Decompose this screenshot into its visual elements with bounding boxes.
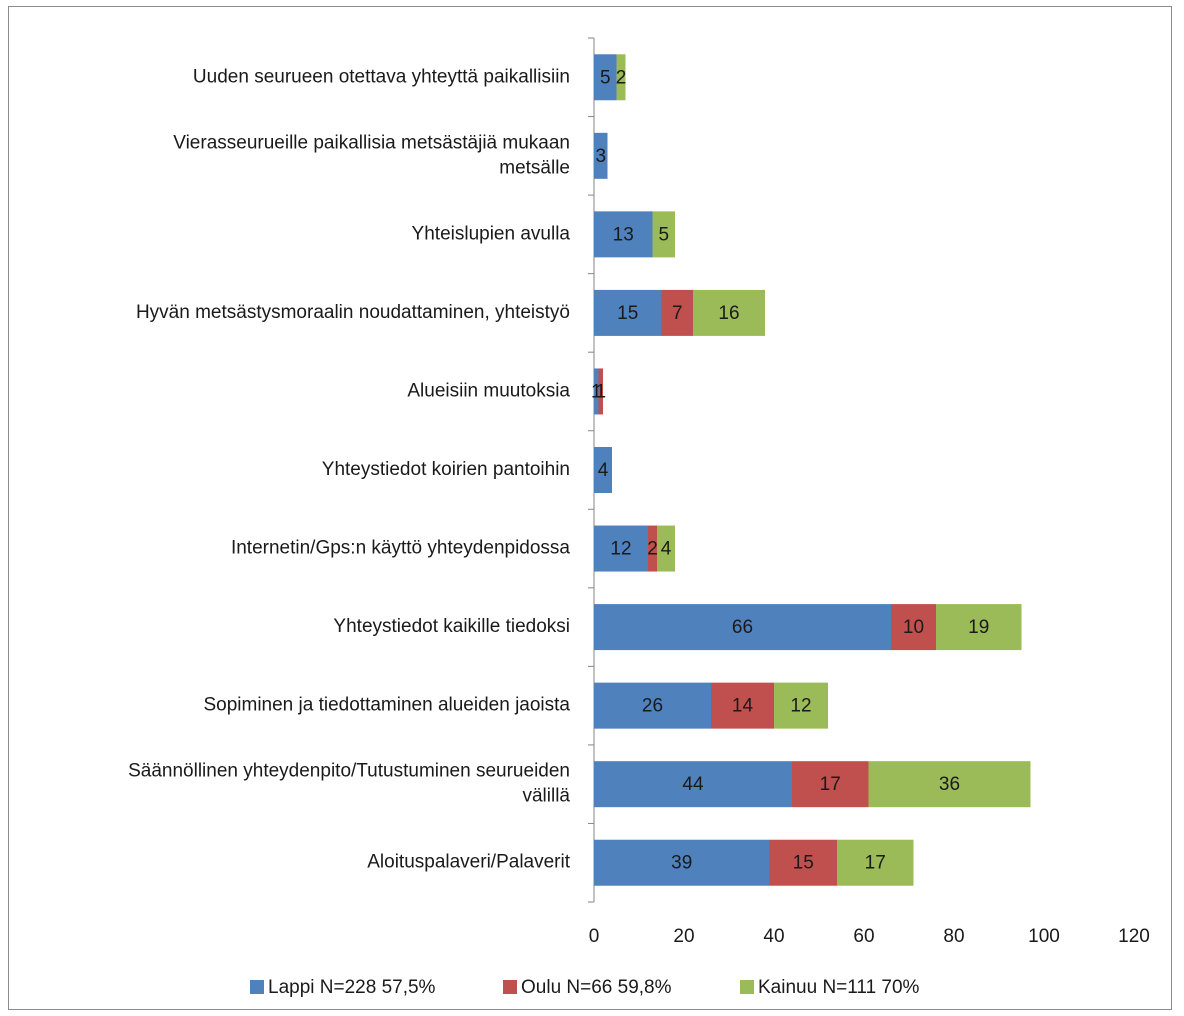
x-tick-label: 40 <box>763 926 784 947</box>
data-label: 12 <box>610 539 631 560</box>
bar-segment-kainuu <box>652 211 675 258</box>
category-label: Yhteystiedot koirien pantoihin <box>322 459 570 480</box>
legend-label: Oulu N=66 59,8% <box>521 977 672 998</box>
legend-swatch-oulu <box>503 980 517 994</box>
category-label: Yhteislupien avulla <box>412 223 571 244</box>
data-label: 12 <box>790 696 811 717</box>
bar-segment-lappi <box>594 604 891 651</box>
legend-swatch-lappi <box>250 980 264 994</box>
data-label: 1 <box>591 381 602 402</box>
data-label: 2 <box>616 67 627 88</box>
category-label: Hyvän metsästysmoraalin noudattaminen, y… <box>136 302 570 323</box>
bar-segment-kainuu <box>616 54 626 101</box>
bar-segment-kainuu <box>868 761 1031 808</box>
category-label: välillä <box>522 786 570 807</box>
category-label: Internetin/Gps:n käyttö yhteydenpidossa <box>231 538 570 559</box>
data-label: 10 <box>903 617 924 638</box>
bar-segment-oulu <box>769 839 837 886</box>
bar-segment-kainuu <box>837 839 914 886</box>
data-label: 7 <box>672 303 683 324</box>
bar-segment-lappi <box>594 289 662 336</box>
bar-segment-lappi <box>594 525 648 572</box>
category-label: Alueisiin muutoksia <box>407 380 570 401</box>
data-label: 14 <box>732 696 754 717</box>
bar-segment-kainuu <box>774 682 828 729</box>
bar-segment-lappi <box>594 211 653 258</box>
legend-label: Lappi N=228 57,5% <box>268 977 436 998</box>
x-tick-label: 20 <box>673 926 694 947</box>
data-label: 17 <box>865 853 886 874</box>
data-label: 3 <box>595 146 606 167</box>
data-label: 4 <box>598 460 609 481</box>
category-label: Vierasseurueille paikallisia metsästäjiä… <box>173 132 570 153</box>
bar-segment-lappi <box>594 54 617 101</box>
data-label: 66 <box>732 617 753 638</box>
bar-segment-oulu <box>711 682 774 729</box>
category-label: metsälle <box>499 157 570 178</box>
data-label: 4 <box>661 539 672 560</box>
x-tick-label: 120 <box>1118 926 1150 947</box>
category-label: Aloituspalaveri/Palaverit <box>367 852 570 873</box>
bar-segment-kainuu <box>936 604 1022 651</box>
bar-segment-kainuu <box>657 525 675 572</box>
data-label: 15 <box>617 303 638 324</box>
bar-segment-lappi <box>594 447 612 493</box>
category-label: Uuden seurueen otettava yhteyttä paikall… <box>193 66 570 87</box>
x-tick-label: 80 <box>943 926 964 947</box>
bar-segment-oulu <box>661 289 693 336</box>
category-label: Säännöllinen yhteydenpito/Tutustuminen s… <box>128 761 570 782</box>
x-tick-label: 60 <box>853 926 874 947</box>
x-tick-label: 100 <box>1028 926 1060 947</box>
data-label: 5 <box>600 67 611 88</box>
bar-segment-oulu <box>598 368 603 415</box>
bar-segment-kainuu <box>693 289 765 336</box>
data-label: 2 <box>647 539 658 560</box>
data-label: 44 <box>682 774 704 795</box>
bar-segment-lappi <box>594 132 608 179</box>
bar-segment-lappi <box>594 682 711 729</box>
bar-segment-oulu <box>891 604 936 651</box>
bar-segment-oulu <box>648 525 657 572</box>
legend-label: Kainuu N=111 70% <box>758 977 920 998</box>
data-label: 26 <box>642 696 663 717</box>
data-label: 17 <box>820 774 841 795</box>
data-label: 15 <box>793 853 814 874</box>
data-label: 39 <box>671 853 692 874</box>
chart-frame <box>8 6 1172 1010</box>
bar-segment-lappi <box>594 368 599 415</box>
data-label: 36 <box>939 774 960 795</box>
data-label: 16 <box>718 303 739 324</box>
data-label: 19 <box>968 617 989 638</box>
legend-swatch-kainuu <box>740 980 754 994</box>
bar-segment-oulu <box>792 761 869 808</box>
data-label: 1 <box>595 381 606 402</box>
bar-segment-lappi <box>594 761 792 808</box>
category-label: Sopiminen ja tiedottaminen alueiden jaoi… <box>203 695 570 716</box>
data-label: 13 <box>613 224 634 245</box>
data-label: 5 <box>658 224 669 245</box>
category-label: Yhteystiedot kaikille tiedoksi <box>333 616 570 637</box>
x-tick-label: 0 <box>589 926 600 947</box>
bar-segment-lappi <box>594 839 770 886</box>
